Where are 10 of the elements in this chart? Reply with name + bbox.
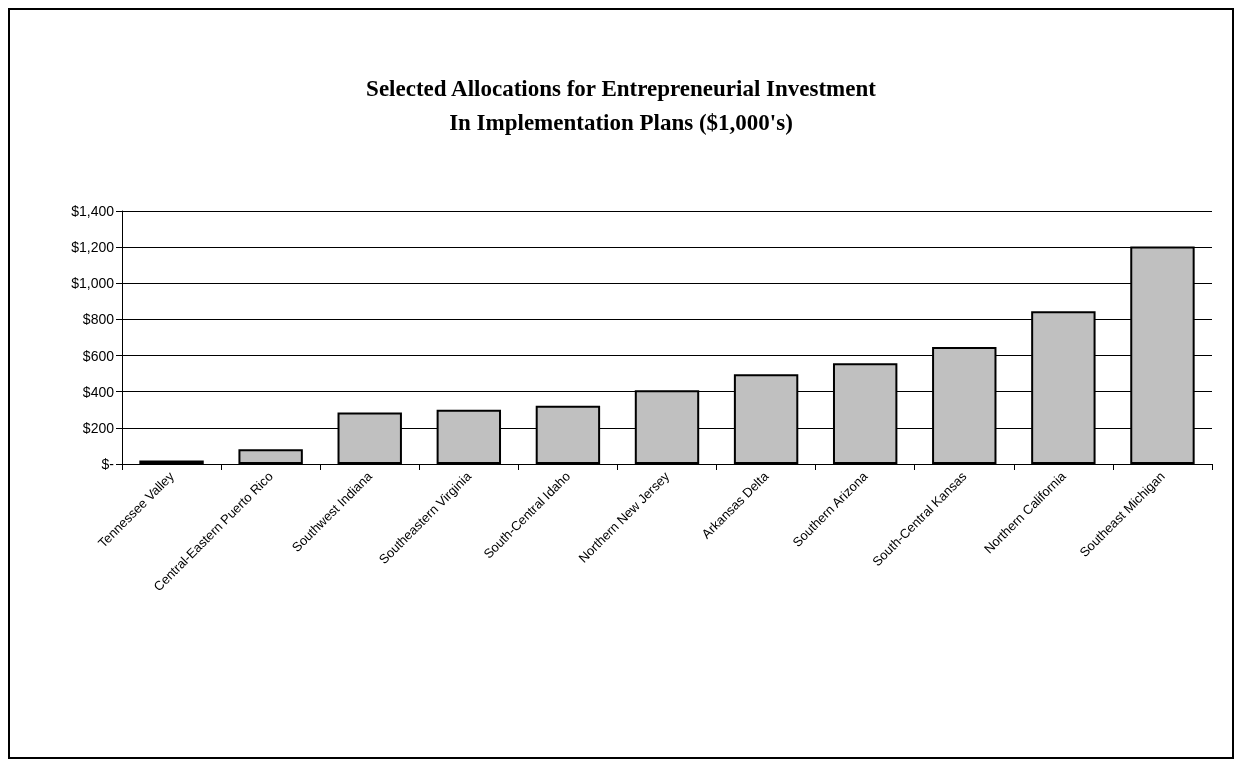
y-tick-label: $200 bbox=[82, 419, 115, 436]
y-tick-label: $600 bbox=[82, 347, 115, 364]
y-tick-label: $1,200 bbox=[71, 239, 115, 256]
y-tick-label: $1,400 bbox=[71, 203, 115, 219]
y-tick-label: $400 bbox=[82, 383, 115, 400]
bar bbox=[238, 449, 303, 464]
chart-title: Selected Allocations for Entrepreneurial Investment In Implementation Plans ($1,000's) bbox=[366, 75, 877, 135]
y-tick-label: $800 bbox=[82, 311, 115, 328]
y-tick-label: $1,000 bbox=[71, 275, 115, 292]
y-tick-label: $- bbox=[101, 456, 115, 472]
